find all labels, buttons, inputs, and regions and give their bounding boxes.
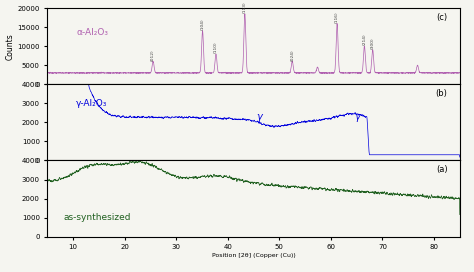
Text: (012): (012): [151, 49, 155, 61]
Text: (a): (a): [436, 165, 447, 174]
Text: (b): (b): [436, 89, 447, 98]
Text: γ-Al₂O₃: γ-Al₂O₃: [76, 99, 108, 108]
Text: (113): (113): [243, 1, 247, 13]
Y-axis label: Counts: Counts: [6, 33, 15, 60]
X-axis label: Position [2θ] (Copper (Cu)): Position [2θ] (Copper (Cu)): [212, 253, 295, 258]
Text: (110): (110): [214, 41, 218, 53]
Text: as-synthesized: as-synthesized: [64, 213, 131, 222]
Text: (c): (c): [436, 13, 447, 21]
Text: (214): (214): [363, 34, 366, 45]
Text: γ: γ: [256, 112, 262, 122]
Text: (104): (104): [201, 18, 205, 30]
Text: α-Al₂O₃: α-Al₂O₃: [76, 28, 108, 37]
Text: (300): (300): [371, 38, 374, 49]
Text: γ: γ: [354, 113, 360, 122]
Text: (116): (116): [335, 11, 339, 23]
Text: (024): (024): [290, 49, 294, 61]
